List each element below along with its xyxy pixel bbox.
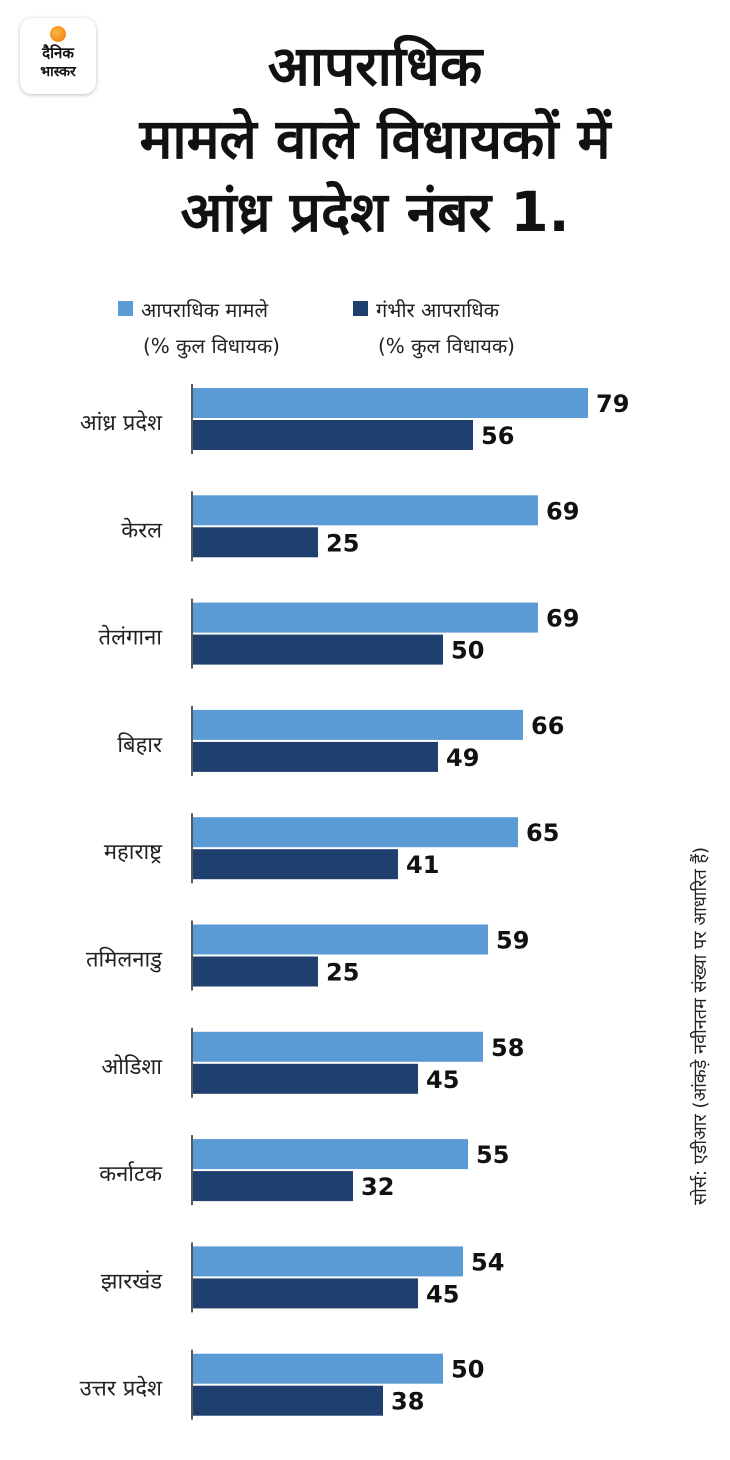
bar-criminal [193, 1031, 483, 1062]
data-label: 69 [546, 605, 579, 633]
data-label: 45 [426, 1280, 459, 1308]
legend-swatch-serious [353, 301, 368, 316]
title-line-3: आंध्र प्रदेश नंबर 1. [180, 180, 570, 244]
legend-label-serious: गंभीर आपराधिक [376, 298, 500, 322]
data-label: 69 [546, 497, 579, 525]
brand-logo: दैनिक भास्कर [20, 18, 96, 94]
bar-criminal [193, 1353, 443, 1384]
data-label: 25 [326, 959, 359, 987]
data-label: 49 [446, 744, 479, 772]
title-line-2: मामले वाले विधायकों में [139, 107, 611, 171]
data-label: 32 [361, 1173, 394, 1201]
data-label: 58 [491, 1034, 524, 1062]
category-label: उत्तर प्रदेश [80, 1376, 163, 1402]
bar-serious [193, 1278, 418, 1309]
data-label: 54 [471, 1248, 504, 1276]
legend-swatch-criminal [118, 301, 133, 316]
bar-criminal [193, 924, 488, 955]
bar-criminal [193, 495, 538, 526]
sun-icon [50, 26, 66, 42]
data-label: 59 [496, 927, 529, 955]
category-label: तेलंगाना [99, 625, 163, 651]
data-label: 55 [476, 1141, 509, 1169]
legend-sublabel-criminal: (% कुल विधायक) [143, 334, 280, 358]
category-label: बिहार [117, 732, 163, 758]
category-label: महाराष्ट्र [104, 840, 163, 865]
data-label: 25 [326, 529, 359, 557]
bar-serious [193, 527, 318, 558]
data-label: 45 [426, 1066, 459, 1094]
data-label: 50 [451, 1356, 484, 1384]
bar-serious [193, 741, 438, 772]
bar-serious [193, 634, 443, 665]
bar-criminal [193, 1139, 468, 1170]
category-label: ओडिशा [101, 1054, 162, 1080]
brand-name-line1: दैनिक [42, 44, 74, 62]
legend-label-criminal: आपराधिक मामले [141, 298, 269, 322]
data-label: 56 [481, 422, 514, 450]
bar-criminal [193, 602, 538, 633]
bar-criminal [193, 817, 518, 848]
category-label: झारखंड [101, 1269, 162, 1294]
bar-criminal [193, 1246, 463, 1277]
data-label: 66 [531, 712, 564, 740]
title-line-1: आपराधिक [267, 34, 483, 98]
bar-serious [193, 1171, 353, 1202]
legend-item-criminal: आपराधिक मामले (% कुल विधायक) [118, 292, 280, 364]
category-label: आंध्र प्रदेश [80, 410, 163, 436]
chart-title: आपराधिक मामले वाले विधायकों में आंध्र प्… [95, 30, 655, 249]
category-label: तमिलनाडु [86, 947, 162, 973]
brand-name-line2: भास्कर [40, 64, 76, 80]
bar-serious [193, 849, 398, 880]
legend-item-serious: गंभीर आपराधिक (% कुल विधायक) [353, 292, 515, 364]
bar-criminal [193, 388, 588, 418]
legend-sublabel-serious: (% कुल विधायक) [378, 334, 515, 358]
bar-serious [193, 1063, 418, 1094]
bar-serious [193, 1385, 383, 1416]
data-label: 65 [526, 819, 559, 847]
data-label: 38 [391, 1388, 424, 1416]
category-label: कर्नाटक [99, 1161, 163, 1187]
data-label: 41 [406, 851, 439, 879]
category-label: केरल [121, 517, 163, 543]
bar-serious [193, 420, 473, 450]
data-label: 79 [596, 390, 629, 418]
source-note: सोर्स: एडीआर (आंकड़े नवीनतम संख्या पर आध… [690, 846, 711, 1205]
bar-serious [193, 956, 318, 987]
data-label: 50 [451, 637, 484, 665]
bar-criminal [193, 709, 523, 740]
